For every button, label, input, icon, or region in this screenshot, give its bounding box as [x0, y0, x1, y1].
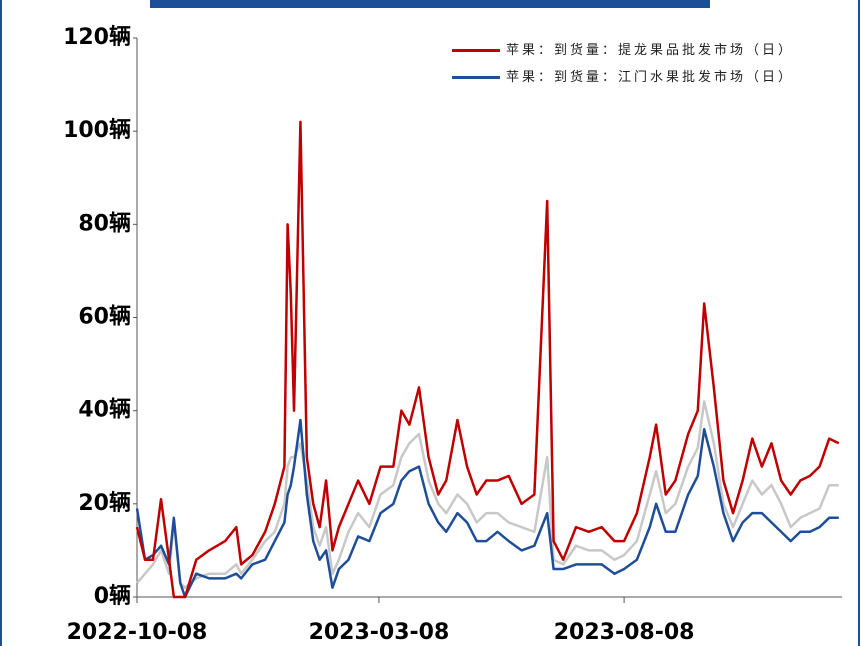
y-tick-label: 40辆 — [78, 397, 131, 423]
legend-label: 苹果：到货量：提龙果品批发市场（日） — [506, 43, 795, 58]
series-line — [135, 120, 840, 599]
y-tick-label: 60辆 — [78, 304, 131, 330]
series-line — [136, 400, 839, 589]
legend: 苹果：到货量：提龙果品批发市场（日） 苹果：到货量：江门水果批发市场（日） — [452, 40, 842, 94]
y-tick-label: 120辆 — [63, 24, 131, 50]
y-tick-label: 0辆 — [94, 583, 131, 609]
legend-swatch — [452, 76, 500, 79]
x-tick-label: 2023-03-08 — [309, 620, 450, 645]
y-tick-label: 100辆 — [63, 117, 131, 143]
x-tick-label: 2022-10-08 — [67, 620, 208, 645]
y-tick-label: 80辆 — [78, 210, 131, 236]
legend-swatch — [452, 49, 500, 52]
series-line — [135, 418, 839, 599]
legend-item: 苹果：到货量：江门水果批发市场（日） — [452, 67, 842, 88]
legend-label: 苹果：到货量：江门水果批发市场（日） — [506, 70, 795, 85]
y-tick-label: 20辆 — [78, 490, 131, 516]
x-tick-label: 2023-08-08 — [554, 620, 695, 645]
legend-item: 苹果：到货量：提龙果品批发市场（日） — [452, 40, 842, 61]
title-banner — [150, 0, 710, 8]
